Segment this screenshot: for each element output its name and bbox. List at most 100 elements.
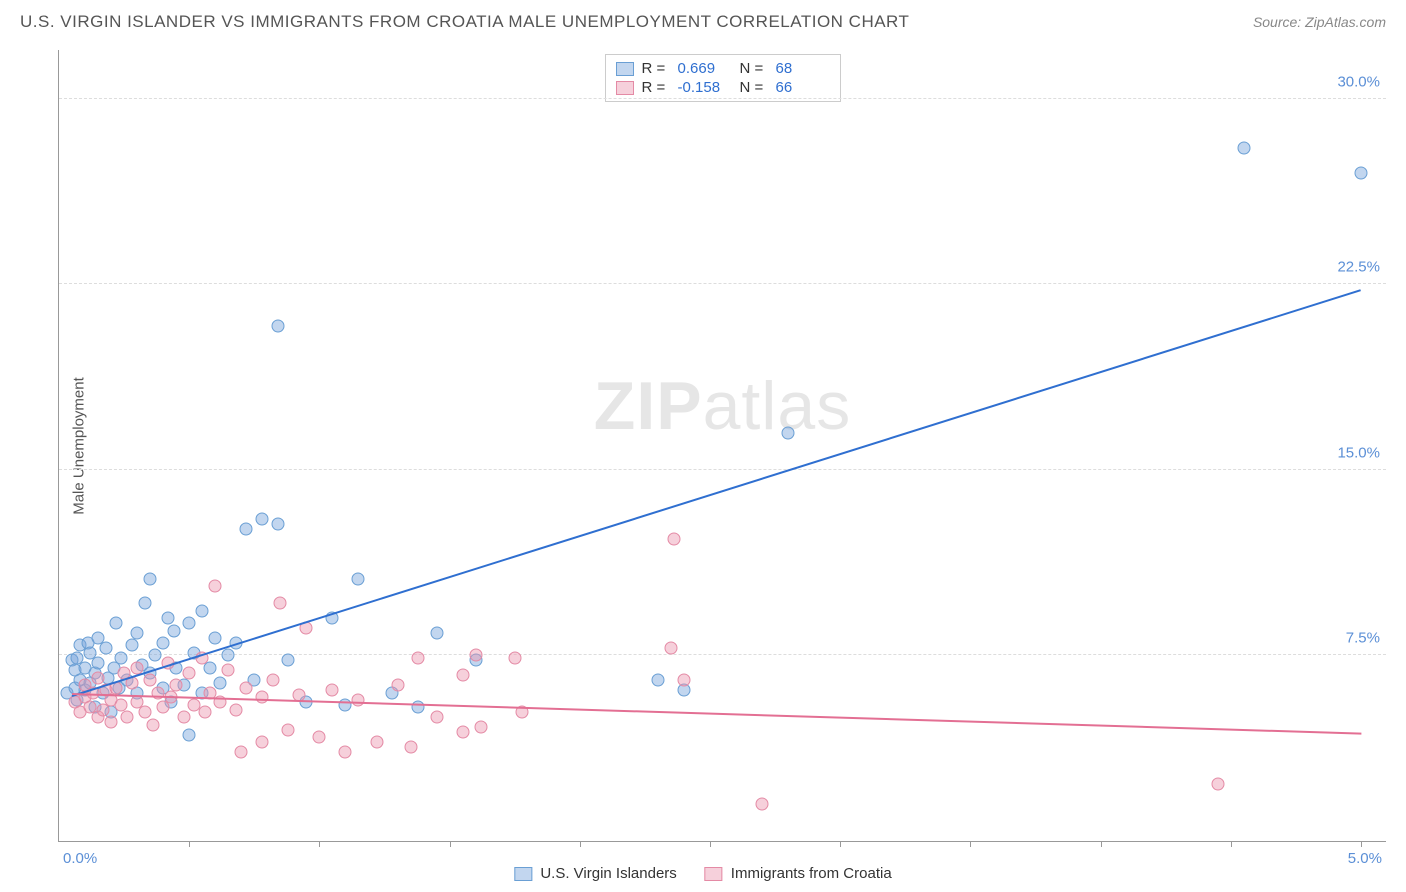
data-point	[456, 726, 469, 739]
y-tick-label: 22.5%	[1337, 259, 1380, 276]
data-point	[677, 674, 690, 687]
data-point	[474, 721, 487, 734]
data-point	[240, 681, 253, 694]
legend-bottom-label-1: Immigrants from Croatia	[731, 865, 892, 882]
data-point	[235, 745, 248, 758]
data-point	[131, 627, 144, 640]
data-point	[144, 572, 157, 585]
data-point	[339, 745, 352, 758]
data-point	[209, 580, 222, 593]
x-minor-tick	[450, 841, 451, 847]
data-point	[99, 641, 112, 654]
plot-region: ZIPatlas R = 0.669 N = 68 R = -0.158 N =…	[58, 50, 1386, 842]
data-point	[326, 684, 339, 697]
data-point	[430, 711, 443, 724]
legend-row-0: R = 0.669 N = 68	[616, 59, 830, 78]
legend-bottom-label-0: U.S. Virgin Islanders	[540, 865, 676, 882]
data-point	[183, 728, 196, 741]
source-value: ZipAtlas.com	[1305, 14, 1386, 30]
data-point	[256, 736, 269, 749]
legend-row-1: R = -0.158 N = 66	[616, 78, 830, 97]
watermark-bold: ZIP	[594, 368, 703, 444]
x-minor-tick	[840, 841, 841, 847]
x-minor-tick	[710, 841, 711, 847]
x-minor-tick	[1231, 841, 1232, 847]
trend-line	[72, 290, 1362, 698]
x-minor-tick	[1101, 841, 1102, 847]
data-point	[120, 711, 133, 724]
n-label-0: N =	[740, 60, 768, 77]
y-tick-label: 15.0%	[1337, 444, 1380, 461]
x-minor-tick	[189, 841, 190, 847]
data-point	[274, 597, 287, 610]
data-point	[508, 651, 521, 664]
r-label-0: R =	[642, 60, 670, 77]
data-point	[115, 698, 128, 711]
data-point	[183, 617, 196, 630]
legend-item-0: U.S. Virgin Islanders	[514, 865, 676, 882]
data-point	[167, 624, 180, 637]
data-point	[456, 669, 469, 682]
data-point	[157, 637, 170, 650]
data-point	[214, 676, 227, 689]
data-point	[430, 627, 443, 640]
legend-swatch-1	[616, 81, 634, 95]
data-point	[196, 604, 209, 617]
legend-bottom-swatch-0	[514, 867, 532, 881]
data-point	[222, 664, 235, 677]
correlation-legend: R = 0.669 N = 68 R = -0.158 N = 66	[605, 54, 841, 102]
data-point	[209, 632, 222, 645]
legend-swatch-0	[616, 62, 634, 76]
data-point	[282, 654, 295, 667]
watermark-light: atlas	[703, 368, 852, 444]
data-point	[651, 674, 664, 687]
legend-bottom-swatch-1	[705, 867, 723, 881]
data-point	[756, 797, 769, 810]
data-point	[125, 639, 138, 652]
x-tick-min: 0.0%	[63, 850, 97, 867]
y-tick-label: 30.0%	[1337, 73, 1380, 90]
y-tick-label: 7.5%	[1346, 630, 1380, 647]
data-point	[92, 671, 105, 684]
data-point	[271, 518, 284, 531]
source-label: Source:	[1253, 14, 1301, 30]
data-point	[183, 666, 196, 679]
n-value-0: 68	[776, 60, 830, 77]
data-point	[256, 513, 269, 526]
data-point	[664, 641, 677, 654]
data-point	[370, 736, 383, 749]
data-point	[138, 597, 151, 610]
data-point	[352, 693, 365, 706]
x-minor-tick	[1361, 841, 1362, 847]
data-point	[144, 674, 157, 687]
data-point	[469, 649, 482, 662]
gridline	[59, 283, 1386, 284]
data-point	[782, 426, 795, 439]
x-minor-tick	[970, 841, 971, 847]
data-point	[110, 617, 123, 630]
data-point	[404, 740, 417, 753]
r-label-1: R =	[642, 79, 670, 96]
data-point	[667, 533, 680, 546]
data-point	[170, 679, 183, 692]
data-point	[149, 649, 162, 662]
r-value-1: -0.158	[678, 79, 732, 96]
data-point	[198, 706, 211, 719]
legend-item-1: Immigrants from Croatia	[705, 865, 892, 882]
data-point	[162, 612, 175, 625]
x-minor-tick	[580, 841, 581, 847]
n-label-1: N =	[740, 79, 768, 96]
chart-area: ZIPatlas R = 0.669 N = 68 R = -0.158 N =…	[48, 50, 1386, 842]
watermark: ZIPatlas	[594, 367, 851, 445]
gridline	[59, 654, 1386, 655]
data-point	[177, 711, 190, 724]
data-point	[105, 716, 118, 729]
data-point	[138, 706, 151, 719]
trend-line	[72, 693, 1361, 735]
data-point	[313, 731, 326, 744]
data-point	[271, 320, 284, 333]
data-point	[391, 679, 404, 692]
data-point	[412, 651, 425, 664]
x-minor-tick	[319, 841, 320, 847]
data-point	[266, 674, 279, 687]
